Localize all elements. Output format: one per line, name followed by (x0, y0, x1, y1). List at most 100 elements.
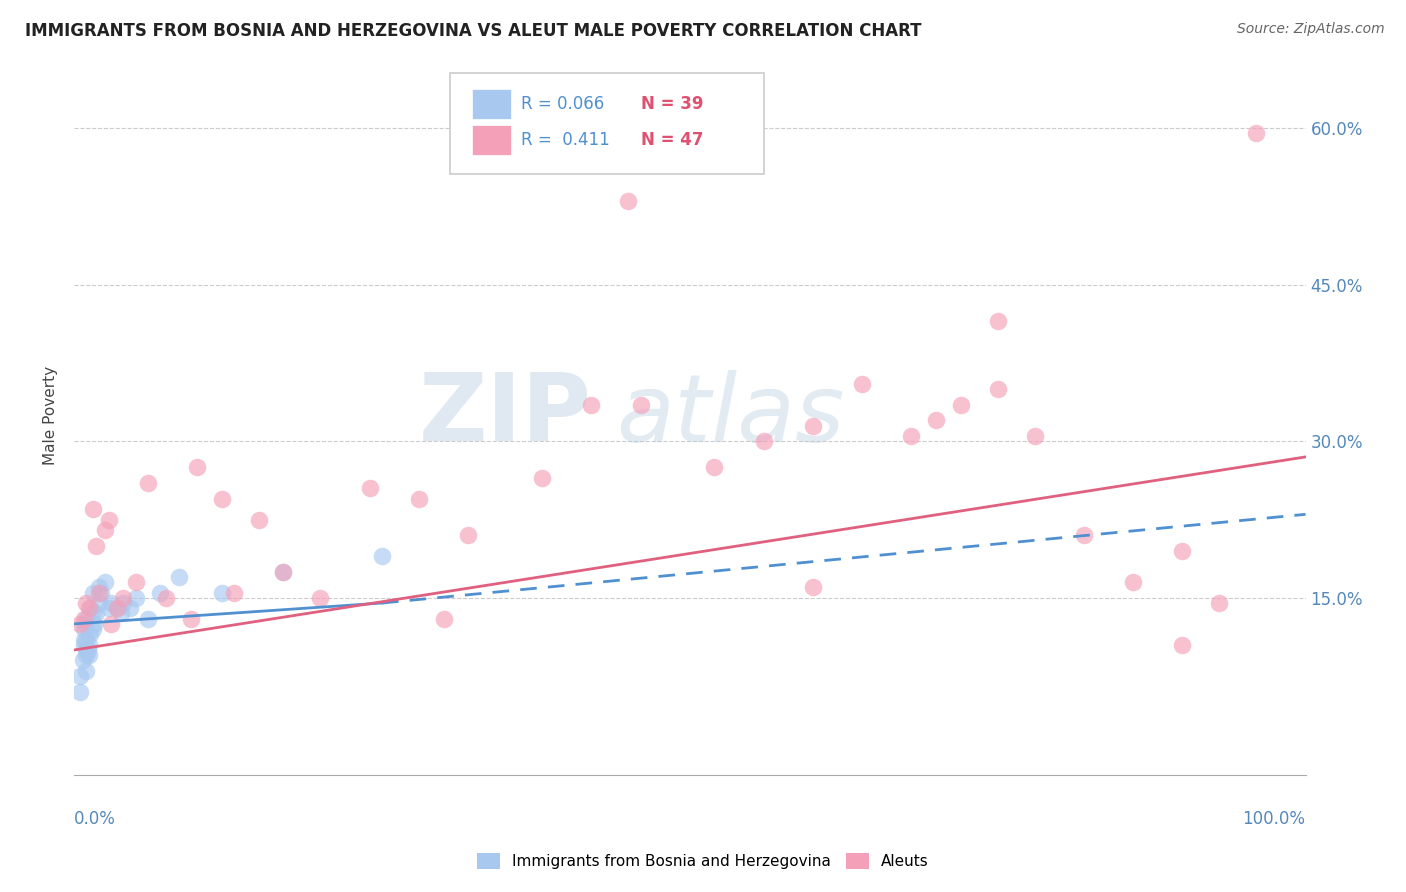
Text: Source: ZipAtlas.com: Source: ZipAtlas.com (1237, 22, 1385, 37)
Point (900, 429, 922, 443)
Point (752, 434, 775, 449)
Point (94, 523, 117, 537)
Point (703, 460, 725, 475)
Point (987, 382, 1010, 396)
Point (73, 622, 96, 636)
Text: N = 47: N = 47 (641, 131, 703, 149)
Point (180, 612, 202, 626)
Point (112, 591, 135, 605)
Point (1073, 528, 1095, 542)
Point (75, 643, 97, 657)
Point (77, 638, 100, 652)
Point (72, 653, 94, 667)
Point (69, 684, 91, 698)
Y-axis label: Male Poverty: Male Poverty (44, 366, 58, 465)
Point (87, 580, 110, 594)
Point (75, 664, 97, 678)
Point (211, 585, 233, 599)
FancyBboxPatch shape (472, 125, 512, 155)
Point (155, 591, 177, 605)
Point (79, 627, 101, 641)
Point (186, 460, 208, 475)
Point (359, 481, 381, 495)
Point (82, 622, 104, 636)
Point (136, 475, 159, 490)
Point (100, 596, 122, 610)
Point (432, 612, 454, 626)
Text: atlas: atlas (616, 369, 844, 460)
Point (617, 194, 640, 209)
Point (1208, 596, 1230, 610)
Point (90, 585, 112, 599)
Point (949, 398, 972, 412)
Point (105, 601, 128, 615)
Text: ZIP: ZIP (419, 369, 592, 461)
Point (87, 596, 110, 610)
Point (69, 616, 91, 631)
Text: N = 39: N = 39 (641, 95, 703, 113)
Point (73, 638, 96, 652)
Point (87, 585, 110, 599)
Point (82, 585, 104, 599)
Point (1122, 575, 1144, 590)
Point (73, 612, 96, 626)
Point (94, 575, 117, 590)
Point (124, 575, 146, 590)
Point (408, 491, 430, 506)
Point (77, 648, 100, 663)
Point (124, 591, 146, 605)
Point (457, 528, 479, 542)
Legend: Immigrants from Bosnia and Herzegovina, Aleuts: Immigrants from Bosnia and Herzegovina, … (471, 847, 935, 875)
Point (1171, 544, 1194, 558)
FancyBboxPatch shape (472, 89, 512, 120)
Point (73, 632, 96, 647)
Point (167, 570, 190, 584)
Point (100, 616, 122, 631)
Point (79, 601, 101, 615)
Point (851, 376, 873, 391)
Text: 0.0%: 0.0% (75, 810, 115, 828)
Point (75, 632, 97, 647)
Point (211, 491, 233, 506)
Point (309, 591, 332, 605)
Text: R =  0.411: R = 0.411 (522, 131, 610, 149)
Point (224, 585, 246, 599)
Point (801, 580, 824, 594)
Point (118, 601, 141, 615)
Point (925, 413, 948, 427)
Point (84, 607, 107, 621)
Point (77, 601, 100, 615)
Point (75, 612, 97, 626)
Point (112, 596, 135, 610)
Point (105, 601, 128, 615)
Point (83, 616, 105, 631)
Point (371, 549, 394, 563)
Point (82, 607, 104, 621)
Text: 100.0%: 100.0% (1243, 810, 1306, 828)
Point (82, 502, 104, 516)
Point (75, 596, 97, 610)
Point (97, 601, 120, 615)
Point (801, 418, 824, 433)
Point (531, 471, 554, 485)
FancyBboxPatch shape (450, 73, 763, 174)
Point (1024, 429, 1046, 443)
Point (75, 648, 97, 663)
Point (1171, 638, 1194, 652)
Point (69, 669, 91, 683)
Point (97, 512, 120, 526)
Point (1246, 127, 1268, 141)
Point (110, 607, 132, 621)
Point (581, 398, 603, 412)
Point (75, 616, 97, 631)
Point (149, 585, 172, 599)
Text: IMMIGRANTS FROM BOSNIA AND HERZEGOVINA VS ALEUT MALE POVERTY CORRELATION CHART: IMMIGRANTS FROM BOSNIA AND HERZEGOVINA V… (25, 22, 922, 40)
Point (76, 643, 98, 657)
Point (84, 539, 107, 553)
Point (273, 565, 295, 579)
Point (136, 612, 159, 626)
Point (987, 314, 1010, 328)
Point (273, 565, 295, 579)
Point (630, 398, 652, 412)
Text: R = 0.066: R = 0.066 (522, 95, 605, 113)
